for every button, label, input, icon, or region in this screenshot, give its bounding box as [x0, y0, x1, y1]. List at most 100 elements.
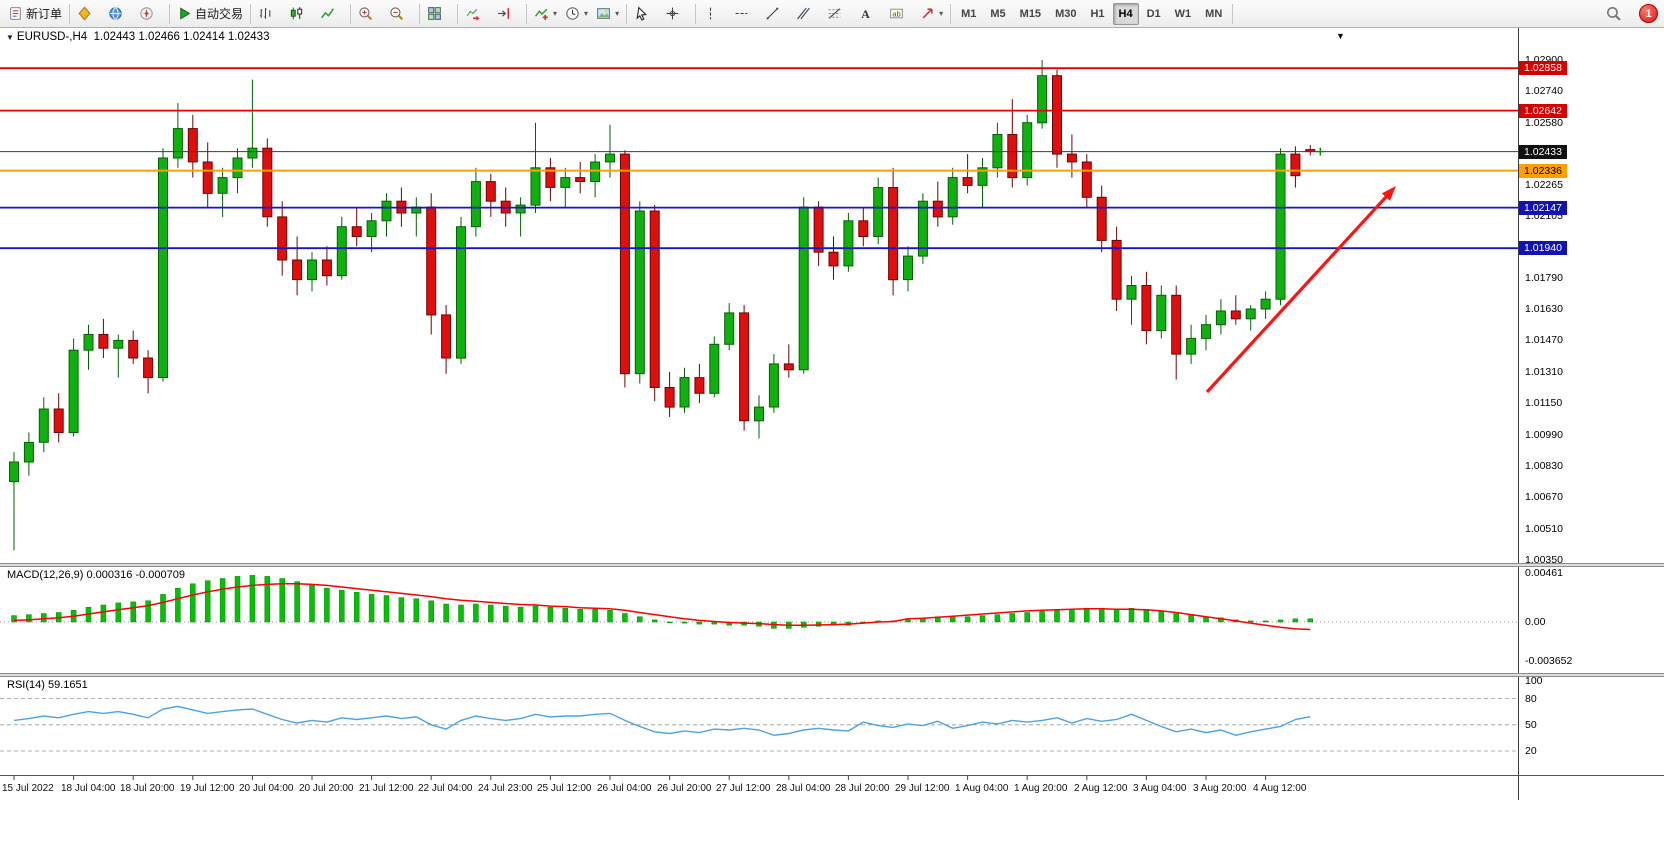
axis-tick-label: 1.00510 — [1525, 522, 1563, 535]
navigator-icon — [140, 7, 153, 20]
data-window-button[interactable] — [104, 1, 135, 26]
timeframe-m5-button[interactable]: M5 — [990, 7, 1006, 20]
trend-arrow-line[interactable] — [1205, 190, 1392, 394]
time-axis-label: 18 Jul 20:00 — [120, 783, 175, 794]
resistance-line-1-price-tag: 1.02858 — [1519, 61, 1567, 76]
toolbar-separator — [69, 3, 71, 24]
fibo-icon — [828, 8, 841, 19]
clock-icon — [566, 7, 579, 20]
symbol-dropdown-icon[interactable]: ▼ — [6, 33, 14, 42]
candlestick-chart-button[interactable] — [285, 1, 316, 26]
zoom-out-button[interactable] — [385, 1, 416, 26]
macd-panel-splitter[interactable] — [0, 563, 1664, 567]
toolbar-separator — [950, 3, 952, 24]
template-icon — [597, 8, 610, 19]
bar-chart-button[interactable] — [254, 1, 285, 26]
indicators-button[interactable]: ▾ — [530, 1, 561, 26]
ohlc-values: 1.02443 1.02466 1.02414 1.02433 — [93, 31, 270, 43]
macd-indicator — [0, 575, 1518, 631]
time-axis-label: 1 Aug 20:00 — [1014, 783, 1068, 794]
timeframe-h1-button[interactable]: H1 — [1090, 7, 1105, 20]
svg-text:ab: ab — [892, 9, 900, 18]
search-button[interactable] — [1602, 1, 1633, 26]
chart-area: 15 Jul 2022 18 Jul 04:00 18 Jul 20:00 19 Ju… — [0, 28, 1664, 847]
arrow-tools-icon — [922, 8, 933, 19]
time-axis-label: 29 Jul 12:00 — [895, 783, 950, 794]
arrow-tools-button[interactable]: ▾ — [916, 1, 947, 26]
time-axis-label: 22 Jul 04:00 — [418, 783, 473, 794]
toolbar-separator — [169, 3, 171, 24]
auto-scroll-button[interactable] — [461, 1, 492, 26]
market-watch-icon — [78, 6, 91, 21]
pivot-line-price-tag: 1.02336 — [1519, 163, 1567, 178]
templates-button[interactable]: ▾ — [592, 1, 623, 26]
rsi-panel-splitter[interactable] — [0, 673, 1664, 677]
toolbar-separator — [626, 3, 628, 24]
zoom-in-icon — [359, 7, 373, 21]
timeframe-h4-button[interactable]: H4 — [1112, 2, 1139, 25]
time-axis-label: 28 Jul 04:00 — [776, 783, 831, 794]
zoom-in-button[interactable] — [354, 1, 385, 26]
trendline-button[interactable] — [761, 1, 792, 26]
chart-shift-button[interactable] — [492, 1, 523, 26]
horizontal-lines — [0, 67, 1518, 250]
timeframe-d1-button[interactable]: D1 — [1146, 7, 1161, 20]
axis-tick-label: 1.01790 — [1525, 271, 1563, 284]
support-line-1-price-tag: 1.02147 — [1519, 200, 1567, 215]
axis-tick-label: 20 — [1525, 745, 1537, 757]
new-order-button[interactable]: 新订单 — [4, 1, 66, 26]
market-watch-button[interactable] — [73, 1, 104, 26]
text-button[interactable]: A — [854, 1, 885, 26]
chart-shift-marker[interactable]: ▼ — [1336, 31, 1345, 41]
axis-tick-label: 0.00461 — [1525, 567, 1563, 580]
equidistant-channel-button[interactable] — [792, 1, 823, 26]
time-axis-label: 25 Jul 12:00 — [537, 783, 592, 794]
support-line-2-price-tag: 1.01940 — [1519, 241, 1567, 256]
search-icon — [1607, 7, 1621, 21]
axis-tick-label: 1.02740 — [1525, 85, 1563, 98]
toolbar-separator — [457, 3, 459, 24]
navigator-button[interactable] — [135, 1, 166, 26]
axis-tick-label: 1.00990 — [1525, 428, 1563, 441]
channel-icon — [797, 7, 810, 20]
text-label-button[interactable]: ab — [885, 1, 916, 26]
toolbar-separator — [419, 3, 421, 24]
timeframe-m1-button[interactable]: M1 — [961, 7, 977, 20]
timeframe-mn-button[interactable]: MN — [1205, 7, 1223, 20]
trend-arrow-head[interactable] — [1381, 186, 1396, 201]
time-axis-label: 26 Jul 04:00 — [597, 783, 652, 794]
crosshair-icon — [666, 7, 679, 20]
current-price-line-price-tag: 1.02433 — [1519, 144, 1567, 159]
axis-tick-label: 0.00 — [1525, 616, 1546, 628]
notification-badge[interactable]: 1 — [1639, 4, 1658, 23]
toolbar-separator — [250, 3, 252, 24]
tile-windows-button[interactable] — [423, 1, 454, 26]
time-axis-label: 26 Jul 20:00 — [657, 783, 712, 794]
auto-trading-button[interactable]: 自动交易 — [173, 1, 247, 26]
axis-tick-label: 1.01630 — [1525, 303, 1563, 316]
timeframe-w1-button[interactable]: W1 — [1174, 7, 1192, 20]
timeframe-m30-button[interactable]: M30 — [1055, 7, 1077, 20]
time-axis-border — [0, 775, 1664, 776]
rsi-indicator — [0, 698, 1518, 752]
bar-chart-icon — [260, 8, 271, 19]
zoom-out-icon — [390, 7, 404, 21]
fibonacci-button[interactable] — [823, 1, 854, 26]
macd-signal-line — [13, 583, 1311, 631]
axis-tick-label: 1.02265 — [1525, 178, 1563, 191]
periods-button[interactable]: ▾ — [561, 1, 592, 26]
play-icon — [180, 7, 191, 20]
vertical-line-button[interactable] — [699, 1, 730, 26]
cursor-button[interactable] — [630, 1, 661, 26]
time-axis-label: 21 Jul 12:00 — [359, 783, 414, 794]
label-icon: ab — [890, 8, 904, 19]
timeframe-m15-button[interactable]: M15 — [1019, 7, 1042, 20]
axis-tick-label: 1.02580 — [1525, 116, 1563, 129]
line-chart-button[interactable] — [316, 1, 347, 26]
crosshair-button[interactable] — [661, 1, 692, 26]
time-axis: 15 Jul 2022 18 Jul 04:00 18 Jul 20:00 19 Ju… — [2, 775, 1307, 794]
time-axis-label: 20 Jul 04:00 — [239, 783, 294, 794]
horizontal-line-button[interactable] — [730, 1, 761, 26]
text-icon: A — [861, 8, 870, 21]
